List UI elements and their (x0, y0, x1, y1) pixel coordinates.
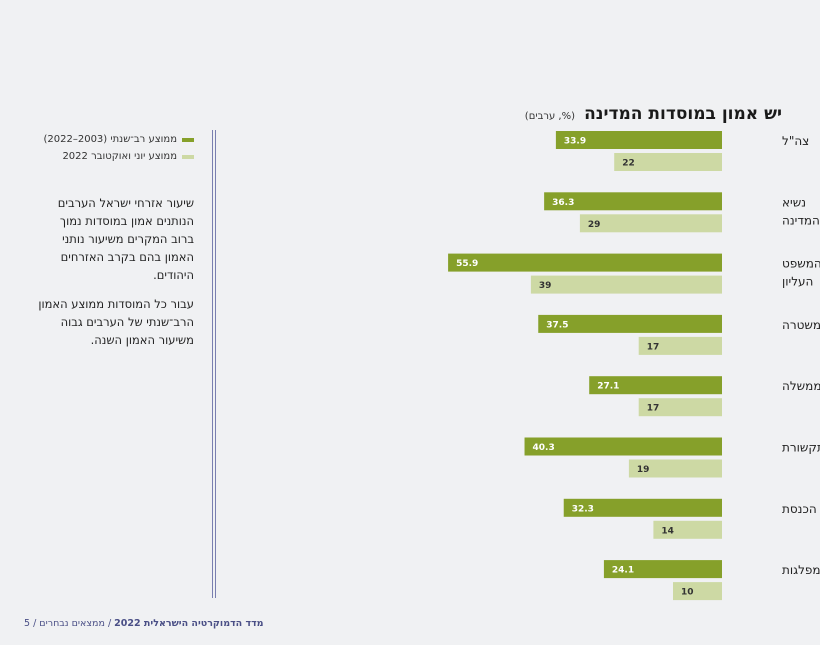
note-text: שיעור אזרחי ישראל הערבים הנותנים אמון במ… (34, 194, 194, 360)
bar-longterm (524, 437, 722, 456)
category-label: המדינה (782, 213, 820, 227)
category-label: המשטרה (782, 318, 820, 332)
note-paragraph-1: שיעור אזרחי ישראל הערבים הנותנים אמון במ… (57, 196, 194, 282)
data-label: 17 (647, 404, 660, 414)
bar-2022 (673, 582, 722, 601)
legend-item-2022: ממוצע יוני ואוקטובר 2022 (43, 148, 194, 165)
legend: ממוצע רב־שנתי (2003–2022) ממוצע יוני ואו… (43, 131, 194, 165)
bar-2022 (579, 214, 722, 233)
bar-longterm (563, 498, 722, 517)
bar-longterm (603, 560, 722, 579)
data-label: 32.3 (572, 504, 594, 514)
data-label: 37.5 (546, 320, 568, 330)
legend-item-longterm: ממוצע רב־שנתי (2003–2022) (43, 131, 194, 148)
data-label: 33.9 (564, 137, 586, 147)
category-label: העליון (782, 275, 813, 289)
bar-2022 (638, 398, 722, 417)
title-main: יש אמון במוסדות המדינה (584, 104, 782, 124)
data-label: 36.3 (552, 198, 574, 208)
footer-section: / ממצאים נבחרים / 5 (24, 618, 112, 629)
category-label: צה"ל (782, 134, 809, 148)
category-label: התקשורת (782, 441, 820, 455)
data-label: 24.1 (612, 566, 634, 576)
category-label: הכנסת (782, 502, 817, 516)
data-label: 55.9 (456, 259, 478, 269)
data-label: 39 (539, 281, 552, 291)
bar-longterm (448, 253, 722, 272)
footer: מדד הדמוקרטיה הישראלית 2022 / ממצאים נבח… (24, 618, 264, 629)
note-paragraph-2: עבור כל המוסדות ממוצע האמון הרב־שנתי של … (38, 297, 194, 347)
title-subtitle: (%, ערבים) (524, 111, 576, 122)
bar-longterm (589, 376, 722, 395)
category-label: הממשלה (782, 379, 820, 393)
data-label: 29 (588, 220, 601, 230)
legend-swatch-light (182, 154, 194, 159)
legend-swatch-dark (182, 137, 194, 142)
legend-label: ממוצע יוני ואוקטובר 2022 (62, 151, 177, 162)
divider-line (212, 130, 213, 598)
data-label: 40.3 (533, 443, 555, 453)
category-label: המפלגות (782, 563, 820, 577)
data-label: 10 (681, 588, 694, 598)
bar-2022 (653, 520, 722, 539)
bar-longterm (555, 131, 722, 149)
data-label: 14 (661, 526, 674, 536)
category-label: בית המשפט (782, 257, 820, 271)
data-label: 19 (637, 465, 650, 475)
data-label: 17 (647, 342, 660, 352)
category-label: נשיא (782, 195, 806, 209)
bar-2022 (530, 275, 722, 294)
bar-longterm (544, 192, 722, 211)
bar-2022 (614, 153, 722, 171)
bar-2022 (628, 459, 722, 478)
data-label: 27.1 (597, 382, 619, 392)
chart-title: יש אמון במוסדות המדינה (%, ערבים) (525, 104, 782, 124)
legend-label: ממוצע רב־שנתי (2003–2022) (43, 134, 177, 145)
footer-publication: מדד הדמוקרטיה הישראלית 2022 (114, 618, 264, 629)
data-label: 22 (622, 159, 635, 169)
bar-longterm (538, 314, 722, 333)
bar-2022 (638, 336, 722, 355)
